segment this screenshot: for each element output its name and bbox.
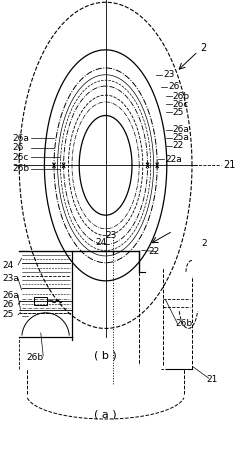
Text: ( b ): ( b ) (94, 351, 117, 361)
Text: 22: 22 (149, 247, 160, 256)
Text: 26: 26 (12, 143, 23, 152)
Text: 2: 2 (200, 43, 207, 53)
Text: 2: 2 (202, 239, 207, 248)
Text: 23: 23 (106, 231, 117, 240)
Text: 26b: 26b (12, 164, 29, 173)
Bar (34, 297, 47, 305)
Text: 26b: 26b (173, 92, 190, 101)
Text: 21: 21 (206, 375, 218, 384)
Text: 22: 22 (173, 141, 184, 150)
Text: 23: 23 (163, 70, 174, 79)
Text: 26: 26 (2, 300, 14, 309)
Text: 26b: 26b (175, 319, 192, 328)
Text: 26a: 26a (2, 291, 19, 300)
Text: 26c: 26c (173, 100, 189, 109)
Text: 25: 25 (2, 310, 14, 319)
Text: 25: 25 (173, 108, 184, 117)
Text: 21: 21 (223, 160, 236, 170)
Text: 26b: 26b (26, 353, 43, 362)
Text: 25a: 25a (173, 133, 190, 142)
Text: ( a ): ( a ) (94, 410, 117, 419)
Text: 23a: 23a (2, 274, 19, 283)
Text: 24: 24 (2, 260, 14, 270)
Text: 26a: 26a (12, 134, 29, 143)
Text: 22a: 22a (166, 155, 182, 164)
Text: 26c: 26c (12, 153, 28, 162)
Text: 26: 26 (168, 82, 179, 92)
Text: 26a: 26a (173, 125, 190, 134)
Text: 24: 24 (95, 238, 106, 247)
